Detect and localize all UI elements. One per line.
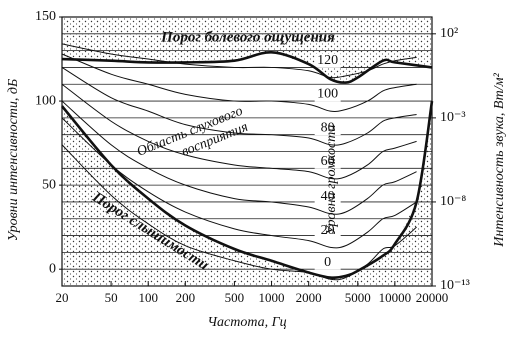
x-tick-label: 5000 <box>345 290 371 305</box>
x-tick-label: 200 <box>176 290 196 305</box>
y-tick-label: 0 <box>49 261 56 276</box>
series-label: 80 <box>321 120 335 135</box>
y-tick-label: 100 <box>35 93 56 108</box>
series-label: 60 <box>321 154 335 169</box>
label-bg <box>314 53 341 68</box>
x-tick-label: 2000 <box>296 290 322 305</box>
series-label: 20 <box>321 223 335 238</box>
pain-label: Порог болевого ощущения <box>160 29 335 45</box>
x-tick-label: 20 <box>56 290 69 305</box>
y2-tick-label: 10⁻¹³ <box>440 278 470 293</box>
label-bg <box>314 189 341 204</box>
x-axis-label: Частота, Гц <box>207 315 286 330</box>
threshold-curve <box>61 51 433 84</box>
y-axis-label: Уровни интенсивности, дБ <box>6 79 21 242</box>
y2-tick-label: 10² <box>440 26 458 41</box>
series-label: 0 <box>324 255 331 270</box>
loudness-label: Уровни громкости <box>324 125 339 236</box>
label-bg <box>314 255 341 270</box>
threshold-curve <box>61 100 434 280</box>
y-tick-label: 150 <box>35 9 56 24</box>
series-label: 120 <box>317 53 338 68</box>
loudness-curve <box>61 100 417 215</box>
loudness-curve <box>61 117 417 249</box>
series-label: 100 <box>317 87 338 102</box>
x-tick-label: 100 <box>138 290 158 305</box>
y2-tick-label: 10⁻³ <box>440 110 466 125</box>
label-bg <box>314 223 341 238</box>
label-bg <box>314 87 341 102</box>
loudness-curve <box>61 67 417 146</box>
audible-area <box>62 52 432 278</box>
y2-axis-label: Интенсивность звука, Вт/м² <box>492 72 507 247</box>
loudness-curve <box>61 53 417 112</box>
x-tick-label: 500 <box>225 290 245 305</box>
y2-tick-label: 10⁻⁸ <box>440 194 466 209</box>
series-label: 40 <box>321 189 335 204</box>
x-tick-label: 20000 <box>416 290 449 305</box>
y-tick-label: 50 <box>42 177 56 192</box>
loudness-curve <box>61 83 417 180</box>
plot-frame <box>61 16 433 287</box>
x-tick-label: 10000 <box>379 290 412 305</box>
label-bg <box>314 121 341 136</box>
loudness-curve <box>61 43 417 79</box>
x-tick-label: 1000 <box>259 290 285 305</box>
label-bg <box>314 154 341 169</box>
x-tick-label: 50 <box>105 290 118 305</box>
